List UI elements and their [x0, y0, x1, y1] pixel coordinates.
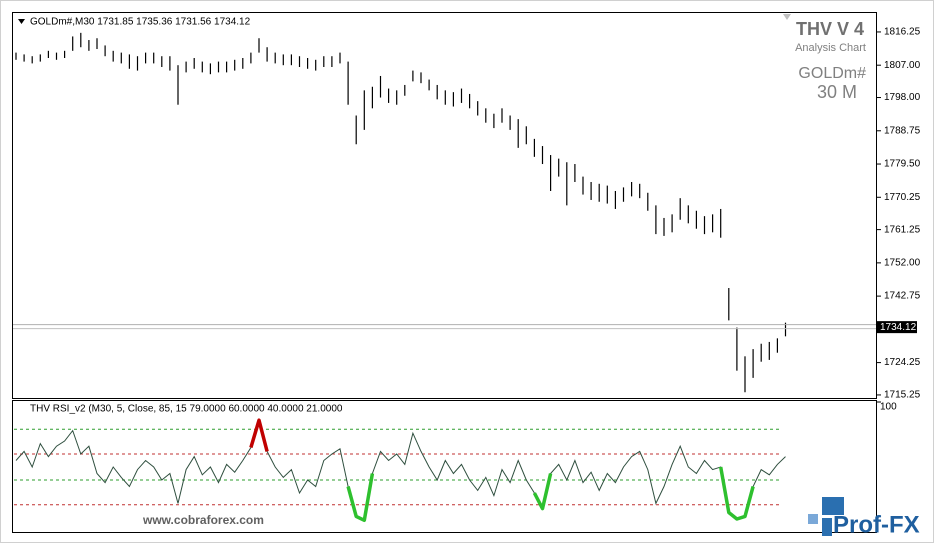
price-label: 1734.12: [880, 322, 917, 333]
y-tick-label: 100: [880, 402, 897, 413]
y-tick-label: 1724.25: [884, 357, 921, 368]
watermark-subtitle: Analysis Chart: [795, 42, 866, 54]
logo-block: [822, 497, 844, 515]
logo-block: [808, 514, 818, 524]
logo-text: Prof-FX: [833, 511, 920, 538]
indicator-title: THV RSI_v2 (M30, 5, Close, 85, 15 79.000…: [30, 404, 343, 415]
rsi-overbought: [249, 418, 269, 452]
rsi-oversold: [532, 473, 553, 511]
main-frame: [12, 12, 877, 399]
price-label-box: [877, 321, 917, 334]
y-tick-label: 1761.25: [884, 224, 921, 235]
footer-site: www.cobraforex.com: [142, 513, 264, 527]
watermark-period: 30 M: [817, 82, 857, 102]
y-tick-label: 1798.00: [884, 92, 921, 103]
rsi-oversold: [346, 473, 375, 523]
y-tick-label: 1788.75: [884, 125, 921, 136]
y-tick-label: 1752.00: [884, 258, 921, 269]
y-tick-label: 1816.25: [884, 27, 921, 38]
y-tick-label: 1742.75: [884, 291, 921, 302]
sub-frame: [12, 400, 877, 533]
watermark-title: THV V 4: [796, 19, 864, 39]
y-tick-label: 1715.25: [884, 390, 921, 401]
shift-marker: [783, 14, 791, 20]
rsi-line: [15, 418, 786, 522]
rsi-oversold: [718, 466, 755, 521]
logo: Prof-FX: [808, 497, 920, 538]
logo-block: [822, 518, 832, 536]
menu-triangle[interactable]: [18, 19, 25, 24]
watermark-symbol: GOLDm#: [798, 65, 866, 82]
y-tick-label: 1770.25: [884, 192, 921, 203]
y-tick-label: 1779.50: [884, 159, 921, 170]
chart-title: GOLDm#,M30 1731.85 1735.36 1731.56 1734.…: [30, 17, 251, 28]
y-tick-label: 1807.00: [884, 60, 921, 71]
